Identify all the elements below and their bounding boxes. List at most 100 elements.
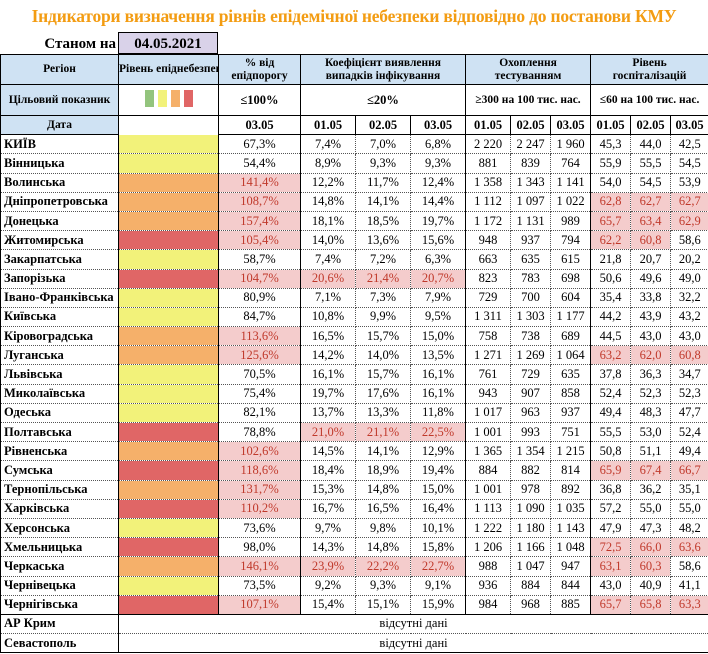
table-row-missing: АР Крим відсутні дані [0,614,708,635]
value-cell: 20,6% [300,269,356,289]
value-cell: 14,1% [355,441,411,462]
value-cell: 51,1 [630,441,672,462]
value-cell: 60,8 [670,345,708,366]
value-cell: 18,9% [355,460,411,481]
table-row: Рівненська 102,6% 14,5% 14,1% 12,9% 1 365 1 35… [0,441,708,462]
value-cell: 58,6 [670,556,708,577]
date-testing: 03.05 [550,114,592,136]
value-cell: 1 222 [465,518,512,539]
value-cell: 794 [550,230,592,251]
value-cell: 1 047 [510,556,552,577]
value-cell: 54,5 [670,153,708,174]
value-cell: 67,4 [630,460,672,481]
value-cell: 9,3% [355,153,411,174]
value-cell: 6,3% [410,249,467,270]
region-name: Волинська [0,173,119,193]
value-cell: 13,6% [355,230,411,251]
value-cell: 1 177 [550,307,592,328]
level-indicator-red [118,595,219,615]
level-indicator-orange [118,480,219,500]
value-cell: 22,5% [410,422,467,443]
date-pct: 03.05 [218,114,301,136]
level-swatch-orange [170,89,180,107]
level-indicator-yellow [118,288,219,308]
region-name: Кіровоградська [0,326,119,347]
table-row: Львівська 70,5% 16,1% 15,7% 16,1% 761 729 635 37… [0,364,708,385]
table-row: Київська 84,7% 10,8% 9,9% 9,5% 1 311 1 303 1 17… [0,307,708,328]
value-cell: 55,5 [630,153,672,174]
value-cell: 34,7 [670,364,708,385]
value-cell: 146,1% [218,556,301,577]
value-cell: 19,4% [410,460,467,481]
value-cell: 22,2% [355,556,411,577]
value-cell: 15,7% [355,326,411,347]
value-cell: 63,2 [590,345,632,366]
value-cell: 881 [465,153,512,174]
level-indicator-orange [118,211,219,232]
date-coef: 01.05 [300,114,356,136]
value-cell: 9,3% [355,576,411,596]
header-hosp: Рівень госпіталізацій [590,54,708,85]
value-cell: 41,1 [670,576,708,596]
region-name: КИЇВ [0,134,119,155]
date-coef: 03.05 [409,114,467,136]
value-cell: 937 [510,230,552,251]
value-cell: 9,3% [410,153,467,174]
value-cell: 9,2% [300,576,356,596]
region-name: Запорізька [0,269,119,289]
table-row: Івано-Франківська 80,9% 7,1% 7,3% 7,9% 729 700… [0,288,708,308]
value-cell: 1 271 [465,345,512,366]
value-cell: 814 [550,460,592,481]
value-cell: 10,8% [300,307,356,328]
value-cell: 1 048 [550,537,592,558]
value-cell: 700 [510,288,552,308]
table-row: Житомирська 105,4% 14,0% 13,6% 15,6% 948 937 79… [0,230,708,251]
value-cell: 66,0 [630,537,672,558]
as-of-label: Станом на [44,36,116,52]
value-cell: 110,2% [218,499,301,519]
value-cell: 36,8 [590,480,632,500]
value-cell: 35,4 [590,288,632,308]
value-cell: 858 [550,384,592,404]
value-cell: 9,7% [300,518,356,539]
value-cell: 62,9 [670,211,708,232]
value-cell: 1 311 [465,307,512,328]
value-cell: 751 [550,422,592,443]
value-cell: 17,6% [355,384,411,404]
value-cell: 15,7% [355,364,411,385]
value-cell: 1 303 [510,307,552,328]
value-cell: 1 180 [510,518,552,539]
value-cell: 13,3% [355,403,411,424]
value-cell: 1 001 [465,480,512,500]
value-cell: 44,2 [590,307,632,328]
level-indicator-yellow [118,134,219,155]
value-cell: 14,0% [355,345,411,366]
value-cell: 14,4% [410,192,467,212]
value-cell: 35,1 [670,480,708,500]
value-cell: 53,0 [630,422,672,443]
value-cell: 892 [550,480,592,500]
value-cell: 21,8 [590,249,632,270]
value-cell: 104,7% [218,269,301,289]
level-indicator-red [118,269,219,289]
level-indicator-yellow [118,307,219,328]
value-cell: 19,7% [300,384,356,404]
value-cell: 32,2 [670,288,708,308]
value-cell: 16,1% [300,364,356,385]
level-indicator-yellow [118,153,219,174]
value-cell: 1 960 [550,134,592,155]
value-cell: 15,1% [355,595,411,615]
table-row: Тернопільська 131,7% 15,3% 14,8% 15,0% 1 001 9… [0,480,708,500]
no-data-note: відсутні дані [117,614,708,635]
date-hosp: 01.05 [590,114,632,136]
value-cell: 62,0 [630,345,672,366]
value-cell: 16,5% [300,326,356,347]
date-testing: 01.05 [465,114,512,136]
value-cell: 16,5% [355,499,411,519]
value-cell: 113,6% [218,326,301,347]
value-cell: 884 [510,576,552,596]
header-pct: % від епідпорогу [218,54,301,85]
value-cell: 1 206 [465,537,512,558]
value-cell: 60,8 [630,230,672,251]
value-cell: 12,4% [410,173,467,193]
